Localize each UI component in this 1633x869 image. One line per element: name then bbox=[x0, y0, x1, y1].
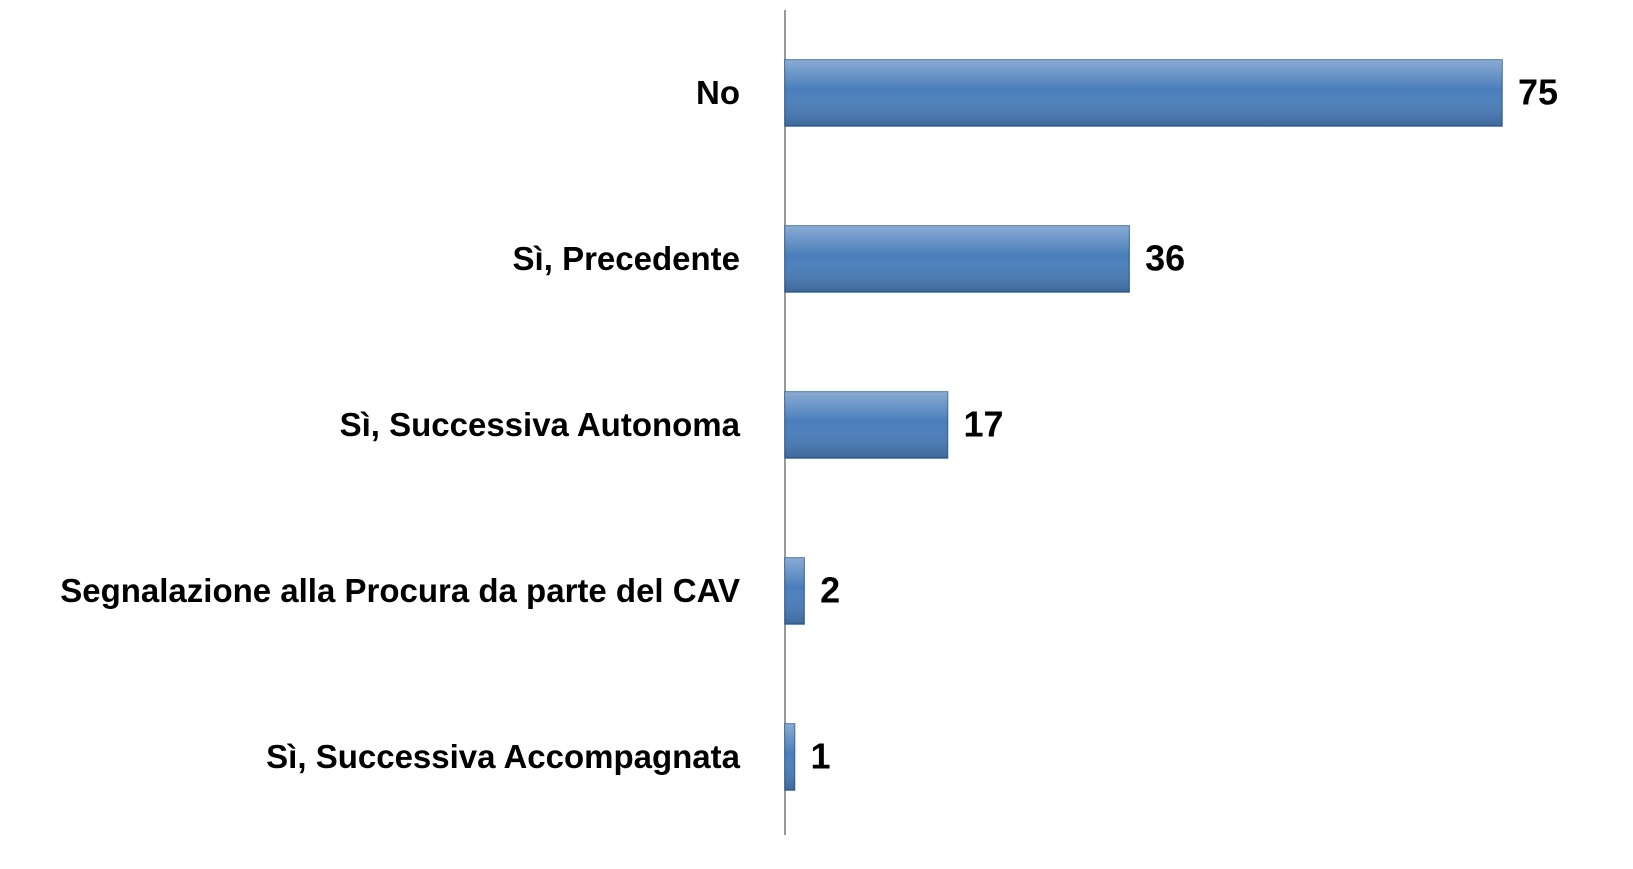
value-label: 2 bbox=[820, 570, 840, 611]
value-label: 75 bbox=[1518, 72, 1558, 113]
category-label: No bbox=[696, 74, 740, 111]
bar-shade bbox=[785, 558, 805, 624]
category-label: Sì, Precedente bbox=[512, 240, 740, 277]
bar-shade bbox=[785, 392, 948, 458]
category-label: Sì, Successiva Accompagnata bbox=[266, 738, 740, 775]
bar-shade bbox=[785, 60, 1502, 126]
bar-shade bbox=[785, 226, 1130, 292]
value-label: 17 bbox=[964, 404, 1004, 445]
bar-shade bbox=[785, 724, 795, 790]
value-label: 36 bbox=[1145, 238, 1185, 279]
category-label: Sì, Successiva Autonoma bbox=[339, 406, 740, 443]
category-label: Segnalazione alla Procura da parte del C… bbox=[60, 572, 740, 609]
value-label: 1 bbox=[811, 736, 831, 777]
